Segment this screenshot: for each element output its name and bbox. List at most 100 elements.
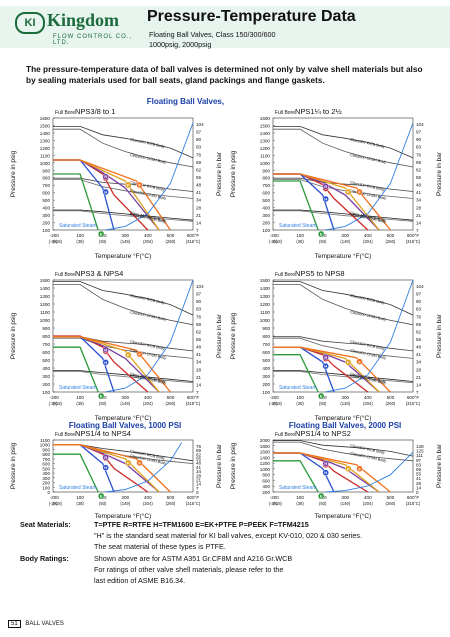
body-rating-label: Class600 CF8M Body <box>350 153 387 165</box>
y-tick-label: 1300 <box>40 138 51 143</box>
seat-badge-label: H <box>324 364 327 369</box>
y2-tick-label: 55 <box>196 457 202 462</box>
body-rating-label: Class600 WCB Body <box>130 138 166 149</box>
chart-title: NPS1¼ to 2½ <box>295 107 342 116</box>
chart-1000psi: Floating Ball Valves, 1000 PSI Full Bore:… <box>5 420 225 520</box>
y-tick-label: 900 <box>42 447 50 452</box>
x-tick-label: -20 <box>270 233 277 238</box>
plot-area <box>272 439 414 493</box>
y2-axis-label: Pressure in bar <box>436 313 443 358</box>
seat-badge <box>322 353 329 361</box>
x-tick-label-celsius: (93) <box>319 239 327 244</box>
series-line-class-150-wcb-body <box>53 370 194 382</box>
x-tick-label: 100 <box>296 495 304 500</box>
x-tick-label-celsius: (-29) <box>49 401 58 406</box>
page-header: KI Kingdom FLOW CONTROL CO., LTD. Pressu… <box>0 0 450 58</box>
y-tick-label: 1200 <box>40 302 51 307</box>
y-tick-label: 500 <box>262 198 270 203</box>
x-tick-label: 300 <box>341 395 349 400</box>
y-tick-label: 600 <box>42 191 50 196</box>
y-tick-label: 1200 <box>40 146 51 151</box>
intro-paragraph: The pressure-temperature data of ball va… <box>26 64 423 85</box>
chart-class-5-to-8: Full Bore: NPS5 to NPS8 1500 1400 1300 1200 11… <box>225 258 445 422</box>
y2-tick-label: 41 <box>196 465 202 470</box>
series-line-f <box>53 336 171 393</box>
plot-area <box>52 439 194 493</box>
x-tick-label: 400 <box>144 395 152 400</box>
y2-tick-label: 28 <box>196 367 202 372</box>
y-tick-label: 100 <box>262 228 270 233</box>
y-tick-label: 1300 <box>260 138 271 143</box>
y-tick-label: 100 <box>42 390 50 395</box>
y-tick-label: 1200 <box>260 302 271 307</box>
y-axis-label: Pressure in psig <box>230 312 237 359</box>
saturated-steam-label: Saturated Steam <box>59 485 97 491</box>
seat-badge-label: H <box>104 465 107 470</box>
x-tick-label-celsius: (260) <box>386 501 396 506</box>
y2-tick-label: 62 <box>196 329 202 334</box>
y-tick-label: 600 <box>262 350 270 355</box>
series-line-e <box>273 180 319 231</box>
logo-mark: KI <box>15 12 45 34</box>
series-line-e <box>53 346 99 393</box>
y2-tick-label: 28 <box>196 205 202 210</box>
series-line-class600-cf8m-body <box>53 128 194 168</box>
x-tick-label: 300 <box>121 233 129 238</box>
body-rating-label: Class600 WCB Body <box>350 138 386 149</box>
y2-tick-label: 0 <box>196 490 199 495</box>
series-line-f <box>273 452 391 493</box>
x-tick-label-celsius: (93) <box>319 501 327 506</box>
x-tick-label-celsius: (93) <box>99 501 107 506</box>
y2-tick-label: 34 <box>416 198 422 203</box>
x-tick-label: 400 <box>364 495 372 500</box>
y-tick-label: 900 <box>262 168 270 173</box>
y-tick-label: 200 <box>42 382 50 387</box>
seat-badge <box>322 362 329 370</box>
seat-badge-label: H <box>324 470 327 475</box>
seat-badge <box>322 460 329 467</box>
body-ratings-label: Body Ratings: <box>20 554 69 563</box>
y2-axis-label: Pressure in bar <box>436 151 443 196</box>
seat-badge-label: F <box>358 190 361 195</box>
y-tick-label: 800 <box>262 176 270 181</box>
full-bore-label: Full Bore: <box>55 110 76 116</box>
chart-title: NPS3 & NPS4 <box>75 269 123 278</box>
x-tick-label: 100 <box>76 395 84 400</box>
y2-tick-label: 14 <box>196 220 202 225</box>
y2-tick-label: 14 <box>416 485 422 490</box>
seat-badge-label: P <box>347 466 350 471</box>
x-tick-label: 0 <box>56 395 59 400</box>
y2-tick-label: 7 <box>416 228 419 233</box>
y2-axis-label: Pressure in bar <box>436 443 443 488</box>
y2-tick-label: 76 <box>196 444 202 449</box>
y-tick-label: 1600 <box>260 116 271 121</box>
y2-tick-label: 104 <box>416 122 424 127</box>
series-line-saturated-steam <box>105 122 194 231</box>
y2-tick-label: 7 <box>196 390 199 395</box>
seat-materials-label: Seat Materials: <box>20 520 71 529</box>
seat-badge-label: F <box>138 461 141 466</box>
x-tick-label: 100 <box>76 233 84 238</box>
series-line-f <box>273 173 391 231</box>
y-axis-label: Pressure in psig <box>10 312 17 359</box>
seat-badge <box>322 183 329 190</box>
body-rating-label: Class300 WCB Body <box>350 340 386 351</box>
seat-badge-label: E <box>320 494 323 499</box>
y2-tick-label: 76 <box>196 152 202 157</box>
chart-group-title: Floating Ball Valves, Class 150 / 300 / … <box>147 97 225 106</box>
x-tick-label-celsius: (204) <box>143 401 153 406</box>
y2-tick-label: 69 <box>196 160 202 165</box>
x-tick-label-celsius: (149) <box>120 239 130 244</box>
seat-badge-label: R <box>104 455 107 460</box>
seat-badge-label: F <box>358 359 361 364</box>
y-tick-label: 2000 <box>260 438 271 443</box>
series-line-class-150-wcb-body <box>53 209 194 221</box>
y2-tick-label: 28 <box>416 367 422 372</box>
x-tick-label-celsius: (204) <box>363 501 373 506</box>
y-tick-label: 1000 <box>260 318 271 323</box>
y2-tick-label: 34 <box>196 360 202 365</box>
y-tick-label: 1500 <box>40 123 51 128</box>
saturated-steam-label: Saturated Steam <box>279 385 317 391</box>
seat-badge <box>136 350 143 358</box>
x-tick-label: 0 <box>276 495 279 500</box>
